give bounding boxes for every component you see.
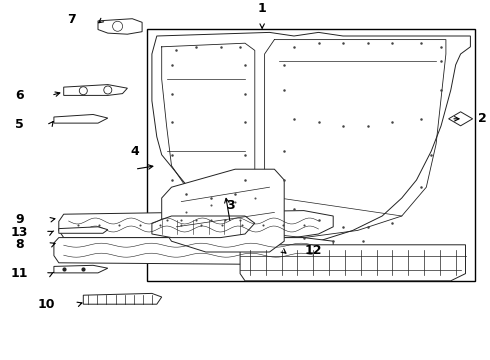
Text: 4: 4	[130, 145, 139, 158]
Polygon shape	[152, 32, 470, 245]
Text: 3: 3	[226, 199, 235, 212]
Text: 7: 7	[67, 13, 75, 26]
Circle shape	[79, 87, 87, 95]
Circle shape	[104, 86, 112, 94]
Bar	[147, 29, 475, 281]
Polygon shape	[64, 85, 127, 95]
Polygon shape	[83, 293, 162, 304]
Text: 10: 10	[38, 298, 55, 311]
Text: 2: 2	[478, 112, 487, 125]
Circle shape	[113, 21, 122, 31]
Text: 11: 11	[11, 267, 28, 280]
Text: 12: 12	[305, 244, 322, 257]
Polygon shape	[152, 216, 255, 238]
Text: 13: 13	[11, 226, 28, 239]
Text: 9: 9	[15, 213, 24, 226]
Polygon shape	[449, 112, 472, 126]
Polygon shape	[54, 238, 333, 265]
Polygon shape	[59, 211, 333, 238]
Polygon shape	[54, 265, 108, 273]
Text: 6: 6	[15, 89, 24, 102]
Polygon shape	[162, 169, 284, 252]
Polygon shape	[98, 19, 142, 34]
Polygon shape	[59, 227, 108, 233]
Polygon shape	[54, 114, 108, 123]
Text: 8: 8	[15, 238, 24, 251]
Text: 5: 5	[15, 118, 24, 131]
Text: 1: 1	[258, 3, 267, 15]
Polygon shape	[240, 245, 466, 281]
